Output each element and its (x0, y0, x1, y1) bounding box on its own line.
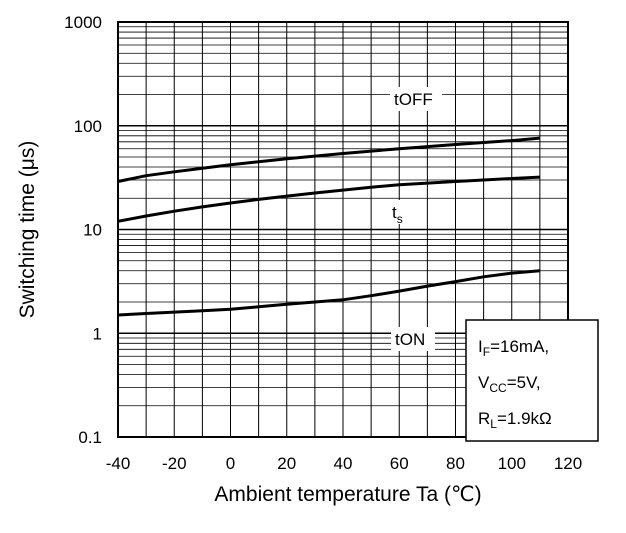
condition-load-resistance: RL=1.9kΩ (478, 409, 552, 431)
ts-label-main: t (392, 203, 397, 222)
chart-series (117, 136, 541, 317)
series-toff-line (117, 136, 541, 183)
condition-load-resistance-symbol: R (478, 409, 490, 428)
test-conditions-box (465, 319, 599, 442)
y-tick-label: 1 (93, 324, 102, 343)
ton-label: tON (395, 330, 425, 349)
x-tick-label: 80 (446, 454, 465, 473)
x-tick-label: 100 (498, 454, 526, 473)
x-tick-label: -40 (106, 454, 131, 473)
y-tick-label: 0.1 (78, 428, 102, 447)
y-tick-label: 10 (83, 221, 102, 240)
tick-labels: -40 -20 0 20 40 60 80 100 120 0.1 1 10 100 1000 (64, 13, 582, 473)
ts-label: ts (392, 203, 403, 226)
condition-supply-voltage-value: =5V, (507, 373, 541, 392)
y-axis-title: Switching time (μs) (16, 141, 39, 319)
y-tick-label: 1000 (64, 13, 102, 32)
x-tick-label: 20 (277, 454, 296, 473)
toff-label: tOFF (394, 90, 433, 109)
condition-load-resistance-sub: L (490, 417, 497, 431)
x-tick-label: 0 (226, 454, 235, 473)
ts-label-sub: s (397, 212, 403, 226)
x-axis-title: Ambient temperature Ta (℃) (214, 483, 481, 506)
condition-load-resistance-value: =1.9kΩ (497, 409, 552, 428)
condition-forward-current-symbol: I (478, 337, 483, 356)
condition-supply-voltage: VCC=5V, (478, 373, 541, 395)
x-tick-label: 60 (390, 454, 409, 473)
x-tick-label: 40 (334, 454, 353, 473)
condition-forward-current: IF=16mA, (478, 337, 549, 359)
ton-label-background (391, 327, 435, 351)
series-ton-line (117, 269, 541, 317)
condition-supply-voltage-sub: CC (489, 381, 507, 395)
x-tick-label: 120 (554, 454, 582, 473)
toff-label-background (390, 87, 442, 111)
condition-supply-voltage-symbol: V (478, 373, 490, 392)
plot-frame (117, 21, 569, 438)
condition-forward-current-value: =16mA, (490, 337, 549, 356)
series-ts-line (117, 175, 540, 223)
condition-forward-current-sub: F (483, 345, 490, 359)
x-tick-label: -20 (162, 454, 187, 473)
ts-label-background (388, 200, 418, 224)
y-tick-label: 100 (74, 117, 102, 136)
